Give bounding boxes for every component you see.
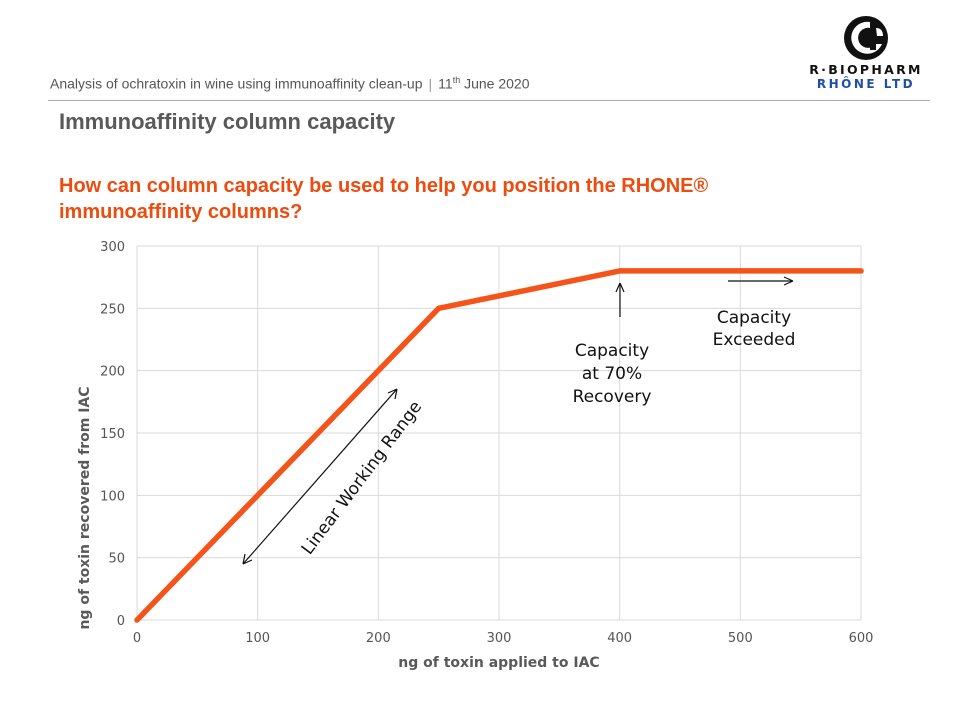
- exceeded-label-line2: Exceeded: [713, 330, 796, 350]
- exceeded-label-line1: Capacity: [717, 308, 791, 328]
- x-tick-label: 600: [849, 631, 874, 646]
- question-heading: How can column capacity be used to help …: [59, 175, 709, 223]
- y-tick-label: 250: [100, 302, 125, 317]
- y-tick-label: 150: [100, 427, 125, 442]
- y-tick-label: 50: [108, 552, 125, 567]
- date-day: 11: [438, 75, 453, 92]
- x-tick-label: 300: [487, 631, 512, 646]
- x-tick-label: 500: [728, 631, 753, 646]
- capacity-label-line3: Recovery: [573, 387, 652, 407]
- page-title: Immunoaffinity column capacity: [59, 109, 396, 134]
- logo-mark-icon: [844, 16, 888, 60]
- linear-range-arrow: [242, 388, 398, 565]
- x-tick-label: 400: [607, 631, 632, 646]
- linear-range-label: Linear Working Range: [298, 397, 426, 558]
- linear-arrow-head-down-icon: [242, 553, 253, 565]
- x-tick-label: 0: [133, 631, 141, 646]
- subtitle-separator: |: [428, 75, 433, 92]
- subtitle-text: Analysis of ochratoxin in wine using imm…: [50, 75, 423, 92]
- capacity-arrow-head-icon: [615, 282, 625, 293]
- date-suffix: th: [452, 75, 461, 85]
- capacity-annotation: Capacity at 70% Recovery: [573, 282, 652, 407]
- date-rest: June 2020: [460, 75, 530, 92]
- header-divider: [48, 100, 930, 101]
- presentation-subtitle: Analysis of ochratoxin in wine using imm…: [50, 75, 530, 92]
- x-tick-label: 100: [245, 631, 270, 646]
- y-tick-label: 0: [117, 614, 125, 629]
- y-tick-label: 200: [100, 365, 125, 380]
- exceeded-annotation: Capacity Exceeded: [713, 276, 796, 350]
- logo-text-line1: R·BIOPHARM: [809, 62, 923, 77]
- company-logo: R·BIOPHARM RHÔNE LTD: [800, 14, 932, 94]
- exceeded-arrow-head-icon: [783, 276, 794, 286]
- x-tick-label: 200: [366, 631, 391, 646]
- x-axis-title: ng of toxin applied to IAC: [398, 655, 599, 671]
- chart-series: [134, 268, 864, 623]
- capacity-label-line1: Capacity: [575, 341, 649, 361]
- capacity-label-line2: at 70%: [582, 364, 642, 384]
- chart-grid: [136, 245, 862, 621]
- y-tick-label: 300: [100, 240, 125, 255]
- chart-ticks: 0 100 200 300 400 500 600 0 50 100 150 200 250 300: [100, 240, 873, 646]
- y-tick-label: 100: [100, 489, 125, 504]
- y-axis-title: ng of toxin recovered from IAC: [77, 386, 93, 629]
- linear-arrow-head-up-icon: [387, 388, 398, 400]
- logo-text-line2: RHÔNE LTD: [816, 77, 916, 91]
- recovery-line: [134, 268, 864, 623]
